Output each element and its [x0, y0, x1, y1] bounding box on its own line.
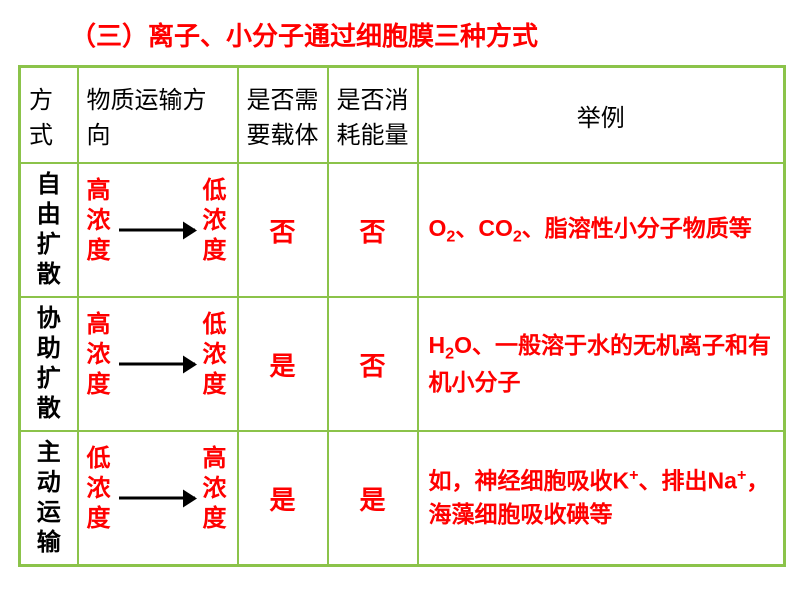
arrow-icon: [119, 229, 195, 232]
header-method: 方式: [20, 67, 78, 164]
dir-from: 低浓度: [87, 444, 111, 534]
table-row: 协助扩散高浓度 低浓度是否H2O、一般溶于水的无机离子和有机小分子: [20, 297, 785, 431]
cell-energy: 否: [328, 163, 418, 297]
dir-to: 低浓度: [203, 176, 227, 266]
header-row: 方式 物质运输方向 是否需要载体 是否消耗能量 举例: [20, 67, 785, 164]
cell-method: 协助扩散: [20, 297, 78, 431]
dir-from: 高浓度: [87, 310, 111, 400]
header-direction: 物质运输方向: [78, 67, 238, 164]
table-body: 自由扩散高浓度低浓度否否O2、CO2、脂溶性小分子物质等协助扩散高浓度低浓度是否…: [20, 163, 785, 566]
table-row: 自由扩散高浓度低浓度否否O2、CO2、脂溶性小分子物质等: [20, 163, 785, 297]
cell-direction: 高浓度 低浓度: [78, 163, 238, 297]
dir-to: 低浓度: [203, 310, 227, 400]
dir-from: 高浓度: [87, 176, 111, 266]
table-container: 方式 物质运输方向 是否需要载体 是否消耗能量 举例 自由扩散高浓度低浓度否否O…: [0, 65, 800, 567]
cell-energy: 是: [328, 431, 418, 566]
cell-direction: 低浓度 高浓度: [78, 431, 238, 566]
cell-carrier: 是: [238, 431, 328, 566]
arrow-icon: [119, 497, 195, 500]
cell-method: 自由扩散: [20, 163, 78, 297]
page-title: （三）离子、小分子通过细胞膜三种方式: [0, 0, 800, 65]
table-row: 主动运输低浓度高浓度是是如，神经细胞吸收K+、排出Na+，海藻细胞吸收碘等: [20, 431, 785, 566]
cell-example: H2O、一般溶于水的无机离子和有机小分子: [418, 297, 785, 431]
cell-example: O2、CO2、脂溶性小分子物质等: [418, 163, 785, 297]
header-carrier: 是否需要载体: [238, 67, 328, 164]
header-example: 举例: [418, 67, 785, 164]
cell-method: 主动运输: [20, 431, 78, 566]
cell-example: 如，神经细胞吸收K+、排出Na+，海藻细胞吸收碘等: [418, 431, 785, 566]
cell-carrier: 否: [238, 163, 328, 297]
transport-table: 方式 物质运输方向 是否需要载体 是否消耗能量 举例 自由扩散高浓度低浓度否否O…: [18, 65, 786, 567]
cell-carrier: 是: [238, 297, 328, 431]
header-energy: 是否消耗能量: [328, 67, 418, 164]
arrow-icon: [119, 363, 195, 366]
dir-to: 高浓度: [203, 444, 227, 534]
cell-energy: 否: [328, 297, 418, 431]
cell-direction: 高浓度 低浓度: [78, 297, 238, 431]
